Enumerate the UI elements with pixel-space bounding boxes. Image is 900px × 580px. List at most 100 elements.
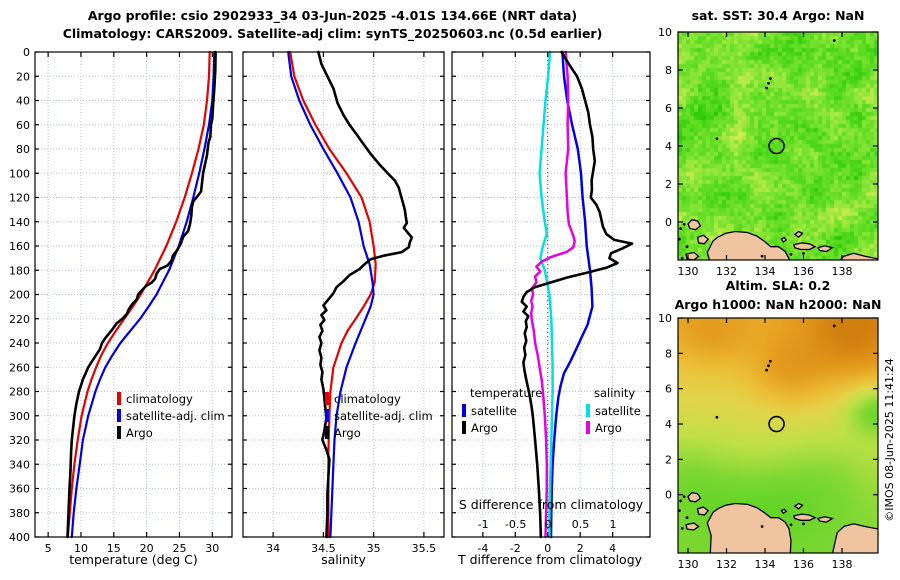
legend-label-t-satellite: satellite xyxy=(471,403,517,418)
legend-label-argo: Argo xyxy=(126,425,153,440)
land-west-island-b xyxy=(696,234,710,245)
depth-tick-label: 320 xyxy=(9,434,30,447)
legend-marker-s-argo xyxy=(586,421,590,434)
t-difference-axis-label: T difference from climatology xyxy=(457,552,643,567)
x-tick-label: 34 xyxy=(266,542,280,555)
island-speck xyxy=(802,522,805,526)
depth-tick-label: 20 xyxy=(16,70,30,83)
island-speck xyxy=(789,523,793,527)
lon-tick-label: 132 xyxy=(716,265,737,278)
lon-tick-label: 138 xyxy=(832,558,853,571)
lat-tick-label: 0 xyxy=(665,489,672,502)
island-speck xyxy=(682,222,686,226)
legend-diff-t-argo: Argo xyxy=(462,420,498,435)
legend-label-climatology: climatology xyxy=(126,391,193,406)
lat-tick-label: 6 xyxy=(665,383,672,396)
x-tick-label: 30 xyxy=(205,542,219,555)
depth-tick-label: 140 xyxy=(9,216,30,229)
map-land-layer-1 xyxy=(678,324,878,553)
x-tick-label: 20 xyxy=(140,542,154,555)
legend-marker-argo xyxy=(117,426,121,439)
copyright-text: ©IMOS 08-Jun-2025 11:41:24 xyxy=(883,358,896,522)
land-east-coast xyxy=(839,252,878,260)
depth-tick-label: 80 xyxy=(16,143,30,156)
depth-tick-label: 100 xyxy=(9,167,30,180)
lon-tick-label: 136 xyxy=(793,558,814,571)
land-yapen-island xyxy=(793,242,817,251)
lat-tick-label: 10 xyxy=(658,26,672,39)
island-speck xyxy=(767,364,770,368)
series-line-argo xyxy=(317,50,414,539)
legend-marker-t-satellite xyxy=(462,404,466,417)
lat-tick-label: 0 xyxy=(665,216,672,229)
depth-tick-label: 240 xyxy=(9,337,30,350)
land-west-island-c xyxy=(685,522,700,531)
x-tick-label: -2 xyxy=(510,542,521,555)
depth-tick-label: 180 xyxy=(9,264,30,277)
depth-tick-label: 380 xyxy=(9,507,30,520)
legend-marker-sal-satellite-clim xyxy=(325,409,329,422)
legend-marker-s-satellite xyxy=(586,404,590,417)
legend-marker-sal-argo xyxy=(325,426,329,439)
figure-title-line2: Climatology: CARS2009. Satellite-adj cli… xyxy=(62,26,603,41)
island-speck xyxy=(680,256,684,260)
legend-label-sal-satellite-clim: satellite-adj. clim xyxy=(334,408,433,423)
legend-marker-t-argo xyxy=(462,421,466,434)
land-west-island-c xyxy=(685,251,700,260)
depth-tick-label: 0 xyxy=(23,46,30,59)
island-speck xyxy=(760,525,764,528)
series-line-argo xyxy=(529,50,576,539)
island-speck xyxy=(715,137,719,141)
island-speck xyxy=(802,251,805,255)
series-line-satellite xyxy=(538,50,554,539)
sla-map-title: Altim. SLA: 0.2 xyxy=(725,278,831,293)
depth-tick-label: 360 xyxy=(9,483,30,496)
island-speck xyxy=(685,245,689,249)
island-speck xyxy=(678,509,681,512)
x-tick-label: 25 xyxy=(172,542,186,555)
land-biak-island xyxy=(793,502,804,510)
depth-tick-label: 400 xyxy=(9,531,30,544)
legend-diff-s-argo: Argo xyxy=(586,420,622,435)
land-east-island xyxy=(816,245,835,253)
profile-panel-2: -4 -2 0 2 4 -1 -0.5 0 0.5 1 xyxy=(451,50,651,555)
legend-label-t-argo: Argo xyxy=(471,420,498,435)
land-west-island-a xyxy=(687,218,702,231)
island-speck xyxy=(679,227,683,231)
sla-map-subtitle: Argo h1000: NaN h2000: NaN xyxy=(674,297,882,312)
profile-panel-1: 34 34.5 35 35.5 xyxy=(242,50,445,555)
island-speck xyxy=(760,254,764,258)
legend-marker-climatology xyxy=(117,392,121,405)
island-speck xyxy=(789,252,793,256)
lon-tick-label: 130 xyxy=(678,558,699,571)
lon-tick-label: 132 xyxy=(716,558,737,571)
depth-tick-label: 260 xyxy=(9,361,30,374)
sst-map-title: sat. SST: 30.4 Argo: NaN xyxy=(691,8,865,23)
land-bird-head-mainland xyxy=(706,502,792,553)
sst-map-canvas xyxy=(678,32,878,260)
x-tick-label: 4 xyxy=(609,542,616,555)
depth-tick-label: 300 xyxy=(9,410,30,423)
map-land-layer-0 xyxy=(678,39,878,260)
s-axis-tick-label: 0.5 xyxy=(572,518,590,531)
series-line-argo xyxy=(520,50,634,539)
island-speck xyxy=(685,516,689,520)
lat-tick-label: 4 xyxy=(665,418,672,431)
s-difference-axis-label: S difference from climatology xyxy=(458,497,644,512)
lat-tick-label: 4 xyxy=(665,140,672,153)
legend-label-satellite-clim: satellite-adj. clim xyxy=(126,408,225,423)
depth-tick-label: 40 xyxy=(16,95,30,108)
island-speck xyxy=(678,237,681,241)
lat-tick-label: 2 xyxy=(665,453,672,466)
lon-tick-label: 134 xyxy=(755,558,776,571)
island-speck xyxy=(765,86,768,90)
lat-tick-label: 8 xyxy=(665,64,672,77)
x-tick-label: 35 xyxy=(367,542,381,555)
lat-tick-label: 6 xyxy=(665,102,672,115)
island-speck xyxy=(768,359,772,363)
legend-sal-climatology: climatology xyxy=(325,391,401,406)
legend-label-sal-climatology: climatology xyxy=(334,391,401,406)
argo-float-position-marker xyxy=(768,137,785,155)
x-tick-label: 2 xyxy=(577,542,584,555)
